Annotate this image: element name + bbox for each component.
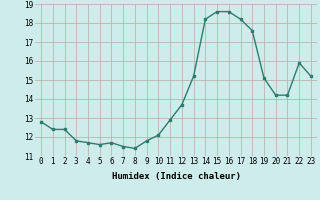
X-axis label: Humidex (Indice chaleur): Humidex (Indice chaleur) — [111, 172, 241, 181]
